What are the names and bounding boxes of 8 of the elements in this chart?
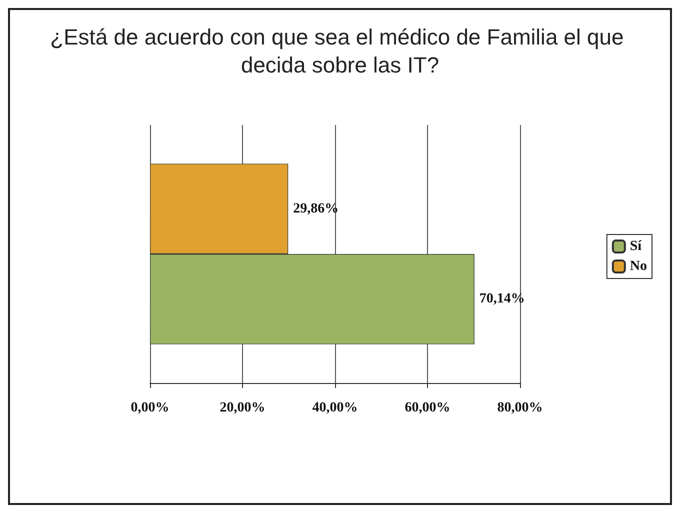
x-tick-label: 80,00% [497,400,543,416]
x-tick-label: 20,00% [220,400,266,416]
x-tick-label: 60,00% [404,400,450,416]
chart-title: ¿Está de acuerdo con que sea el médico de Familia el que decida sobre las IT? [50,24,630,78]
x-tick-label: 0,00% [130,400,170,416]
legend-label: Sí [630,239,643,254]
x-tick-label: 40,00% [312,400,358,416]
legend-label: No [630,259,648,274]
